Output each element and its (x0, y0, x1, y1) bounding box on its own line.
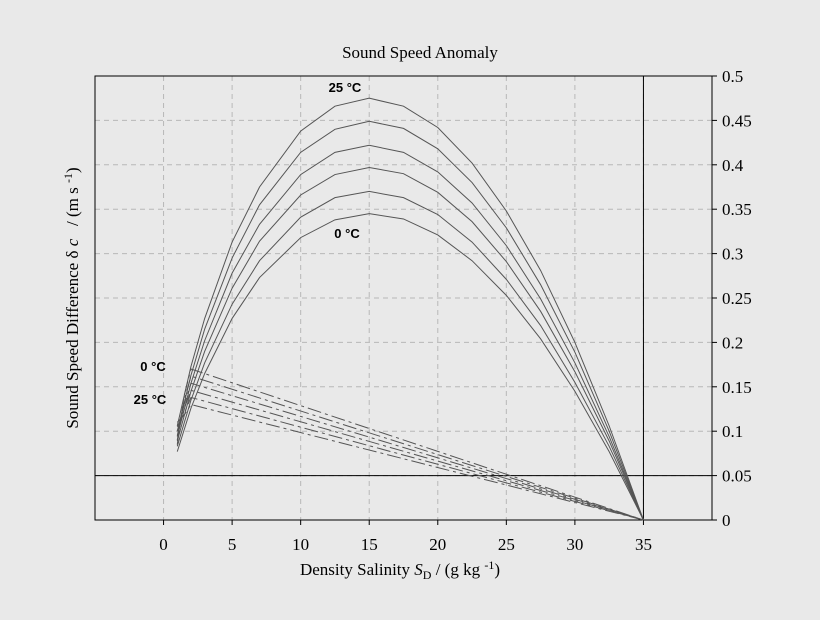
annotation: 0 °C (334, 226, 360, 241)
y-tick-label: 0 (722, 511, 731, 530)
y-axis-label: Sound Speed Difference δ c / (m s -1) (61, 167, 82, 428)
y-tick-label: 0.05 (722, 467, 752, 486)
x-tick-label: 35 (635, 535, 652, 554)
y-axis-label-part: Sound Speed Difference δ (63, 246, 82, 428)
x-tick-label: 5 (228, 535, 237, 554)
y-tick-label: 0.3 (722, 245, 743, 264)
series-line (176, 190, 644, 521)
series-line (176, 213, 644, 521)
y-tick-label: 0.15 (722, 378, 752, 397)
y-tick-label: 0.25 (722, 289, 752, 308)
y-axis-label-part: ) (63, 167, 82, 173)
y-tick-label: 0.45 (722, 111, 752, 130)
series-line (176, 144, 644, 521)
plot-frame (94, 75, 713, 521)
annotation: 0 °C (140, 359, 166, 374)
annotation: 25 °C (329, 80, 362, 95)
series-line (176, 166, 644, 521)
series-line (176, 396, 644, 521)
y-tick-label: 0.5 (722, 67, 743, 86)
y-axis-label-part: -1 (61, 173, 75, 183)
x-axis-label-part: / (g kg (431, 560, 484, 579)
y-axis-label-part: / (m s (63, 183, 82, 239)
annotation: 25 °C (134, 392, 167, 407)
x-axis-label: Density Salinity SD / (g kg -1) (300, 558, 500, 582)
y-axis-label-part: c (63, 238, 82, 246)
series-line (176, 120, 644, 521)
x-axis-label-part: D (423, 568, 432, 582)
x-axis-label-part: Density Salinity (300, 560, 414, 579)
x-axis-label-part: -1 (484, 558, 494, 572)
x-tick-label: 10 (292, 535, 309, 554)
x-axis-label-part: ) (494, 560, 500, 579)
series-line (176, 403, 644, 521)
y-tick-label: 0.2 (722, 333, 743, 352)
y-tick-label: 0.1 (722, 422, 743, 441)
x-axis-label-part: S (414, 560, 423, 579)
x-tick-label: 25 (498, 535, 515, 554)
chart-title: Sound Speed Anomaly (342, 43, 498, 62)
x-tick-label: 20 (429, 535, 446, 554)
series-line (176, 382, 644, 521)
series-line (176, 97, 644, 521)
x-tick-label: 15 (361, 535, 378, 554)
y-tick-label: 0.35 (722, 200, 752, 219)
series-line (176, 368, 644, 521)
x-tick-label: 30 (566, 535, 583, 554)
x-tick-label: 0 (159, 535, 168, 554)
y-tick-label: 0.4 (722, 156, 744, 175)
